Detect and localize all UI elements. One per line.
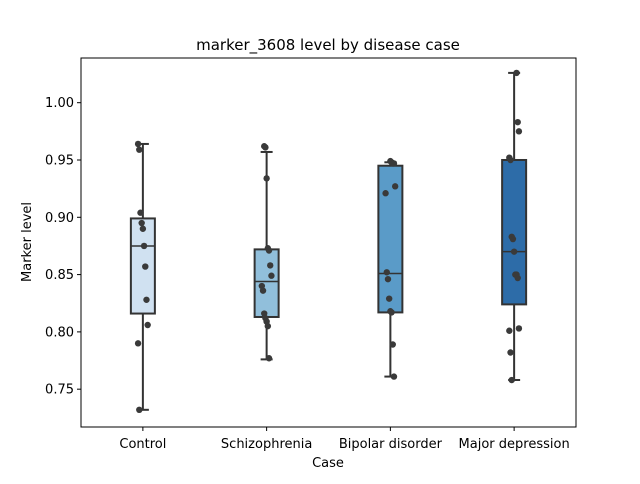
x-tick-label: Schizophrenia xyxy=(221,437,312,452)
y-tick-label: 1.00 xyxy=(45,96,74,111)
data-point xyxy=(513,69,520,77)
data-point xyxy=(389,341,396,348)
data-point xyxy=(136,146,143,153)
data-point xyxy=(515,128,523,135)
data-point xyxy=(507,156,514,164)
data-point xyxy=(390,160,398,167)
y-tick-label: 0.95 xyxy=(45,153,74,168)
box-bipolar-disorder xyxy=(377,164,404,314)
data-point xyxy=(265,355,273,362)
x-tick-label: Major depression xyxy=(459,437,570,452)
box-major-depression xyxy=(501,158,528,306)
data-point xyxy=(509,235,517,243)
data-point xyxy=(144,321,151,329)
axes-frame xyxy=(80,57,577,428)
data-point xyxy=(388,309,395,316)
data-point xyxy=(383,269,390,276)
data-point xyxy=(134,340,142,347)
data-point xyxy=(508,376,515,384)
data-point xyxy=(140,242,148,250)
data-point xyxy=(506,327,513,334)
x-tick-label: Bipolar disorder xyxy=(339,437,443,452)
data-point xyxy=(263,175,270,182)
data-point xyxy=(264,322,272,330)
y-tick-label: 0.75 xyxy=(45,383,74,398)
data-point xyxy=(136,406,143,414)
data-point xyxy=(142,263,149,270)
data-point xyxy=(510,248,518,255)
data-point xyxy=(137,209,144,216)
data-point xyxy=(138,219,145,227)
data-point xyxy=(139,225,147,232)
x-axis-label: Case xyxy=(312,456,344,471)
data-point xyxy=(514,274,521,282)
data-point xyxy=(267,262,274,269)
chart-title: marker_3608 level by disease case xyxy=(196,36,460,55)
data-point xyxy=(384,275,392,283)
y-tick-label: 0.85 xyxy=(45,268,74,283)
data-point xyxy=(385,295,393,302)
data-point xyxy=(507,349,514,356)
data-point xyxy=(514,118,521,126)
data-point xyxy=(262,144,269,151)
data-point xyxy=(391,183,399,190)
data-point xyxy=(265,247,273,254)
y-tick-label: 0.90 xyxy=(45,211,74,226)
y-axis-label: Marker level xyxy=(20,202,35,282)
data-point xyxy=(515,325,523,332)
data-point xyxy=(143,296,150,303)
x-tick-label: Control xyxy=(119,437,166,452)
plot-area: 0.75 0.80 0.85 0.90 0.95 1.00 Control Schizophr… xyxy=(45,69,570,452)
data-point xyxy=(390,373,398,380)
data-point xyxy=(382,190,389,197)
data-point xyxy=(268,272,275,279)
data-point xyxy=(259,287,267,294)
box-schizophrenia xyxy=(253,248,280,318)
y-tick-label: 0.80 xyxy=(45,325,74,340)
data-point xyxy=(134,140,142,148)
